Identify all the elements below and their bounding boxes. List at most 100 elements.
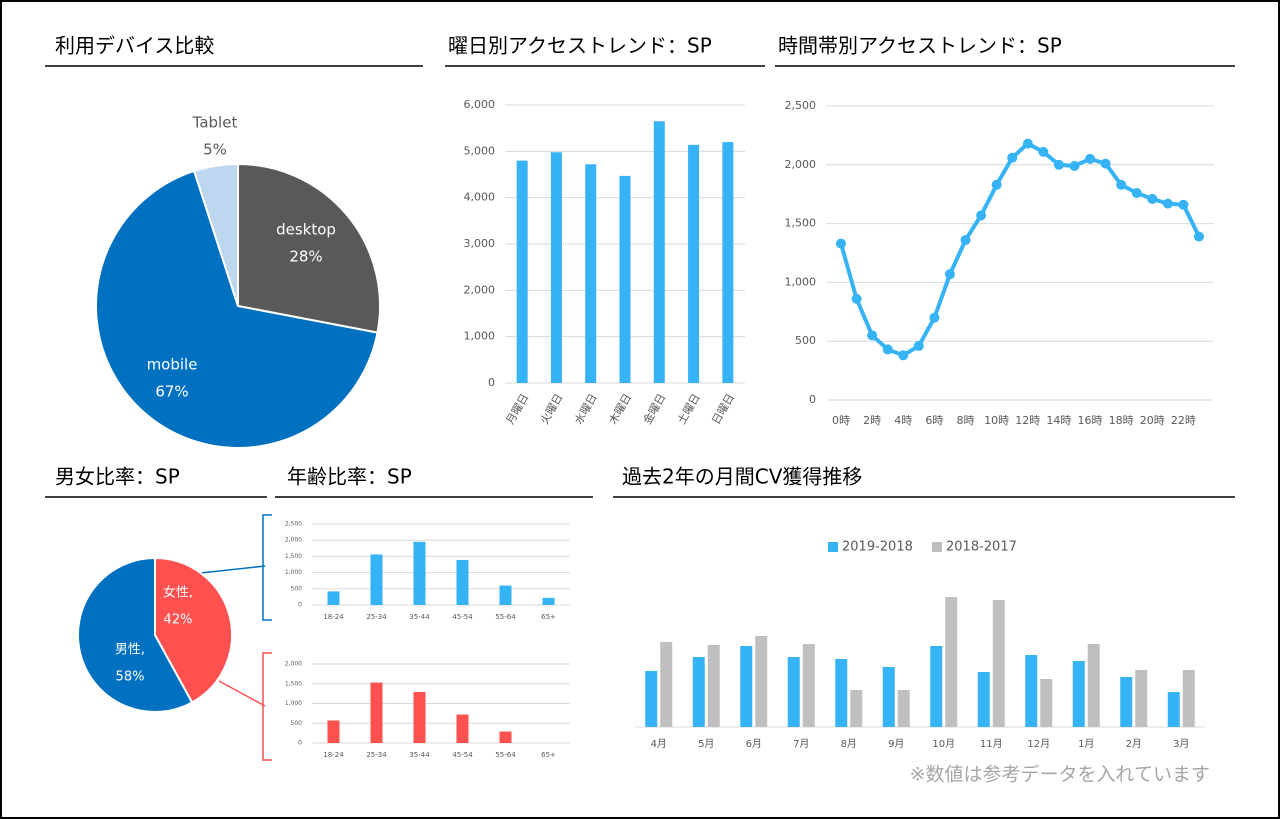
point [1053,159,1064,170]
x-tick-label: 22時 [1171,414,1196,427]
x-tick-label: 35-44 [409,613,430,621]
y-tick-label: 1,500 [785,217,817,230]
x-tick-label: 8月 [841,738,857,750]
point [991,179,1002,190]
y-tick-label: 2,500 [285,521,302,528]
bar [977,672,990,727]
point [882,344,893,355]
point [960,235,971,246]
bar [1040,679,1053,727]
x-tick-label: 55-64 [495,751,516,759]
legend-swatch [932,542,942,552]
x-tick-label: 2時 [863,414,881,427]
bar [897,690,910,727]
x-tick-label: 18-24 [323,751,344,759]
y-tick-label: 6,000 [464,98,496,111]
y-tick-label: 500 [291,720,303,727]
legend-label: 2019-2018 [842,540,913,555]
chart-title: 利用デバイス比較 [55,34,214,58]
slice-value-label: 67% [155,383,188,401]
bar [1135,670,1148,727]
chart-title: 年齢比率：SP [287,465,412,489]
x-tick-label: 16時 [1078,414,1103,427]
bar [456,559,469,605]
y-tick-label: 1,500 [285,680,302,687]
y-tick-label: 1,000 [785,275,817,288]
x-tick-label: 3月 [1173,738,1189,750]
x-tick-label: 4時 [894,414,912,427]
y-tick-label: 1,000 [464,330,496,343]
bar [499,731,512,743]
x-tick-label: 65+ [541,613,556,621]
x-tick-label: 4月 [651,738,667,750]
pie-slice [237,162,381,334]
x-tick-label: 12時 [1015,414,1040,427]
point [1194,231,1204,242]
x-tick-label: 18-24 [323,613,344,621]
legend-swatch [828,542,838,552]
y-tick-label: 1,000 [285,569,302,576]
point [1007,152,1018,163]
x-tick-label: 25-34 [366,751,387,759]
x-tick-label: 45-54 [452,613,473,621]
slice-value-label: 28% [289,248,322,266]
x-tick-label: 8時 [957,414,975,427]
note: ※数値は参考データを入れています [910,764,1210,786]
bar [653,121,665,383]
x-tick-label: 12月 [1027,738,1050,750]
bar [585,164,597,383]
x-tick-label: 18時 [1109,414,1134,427]
y-tick-label: 3,000 [464,237,496,250]
bar [370,554,383,605]
slice-value-label: 58% [116,670,145,685]
bar [456,714,469,743]
bar [882,667,895,727]
bar [542,597,555,605]
bar [413,692,426,743]
x-tick-label: 6月 [746,738,762,750]
x-tick-label: 5月 [698,738,714,750]
chart-title: 曜日別アクセストレンド：SP [448,34,712,58]
point [1038,146,1049,157]
bar [645,671,658,727]
bar [499,585,512,605]
point [1069,160,1080,171]
point [836,238,846,249]
bar [660,642,673,727]
bar [1087,644,1100,727]
y-tick-label: 500 [795,334,816,347]
pie-slice [154,556,233,704]
point [1085,153,1096,164]
x-tick-label: 14時 [1046,414,1071,427]
bar [755,636,768,727]
y-tick-label: 0 [488,376,495,389]
bar [688,144,700,383]
x-tick-label: 10月 [932,738,955,750]
connector [218,652,272,761]
bar [1182,670,1195,727]
bar [413,541,426,605]
bar [1072,661,1085,727]
y-tick-label: 0 [298,740,302,747]
bar [370,682,383,743]
point [1116,179,1127,190]
slice-value-label: 42% [164,613,193,628]
slice-label: 男性, [115,643,145,658]
point [1147,193,1158,204]
y-tick-label: 2,000 [285,537,302,544]
x-tick-label: 11月 [980,738,1003,750]
x-tick-label: 65+ [541,751,556,759]
point [1131,188,1142,199]
chart-title: 過去2年の月間CV獲得推移 [622,465,862,489]
x-tick-label: 6時 [925,414,943,427]
bar [945,597,958,727]
bar [692,657,705,727]
x-tick-label: 0時 [832,414,850,427]
bar [835,659,848,727]
slice-label: 女性, [163,585,193,601]
point [976,210,987,221]
pie-slice [95,169,379,449]
slice-label: desktop [276,221,336,239]
bar [707,645,720,727]
bar [1120,677,1133,727]
